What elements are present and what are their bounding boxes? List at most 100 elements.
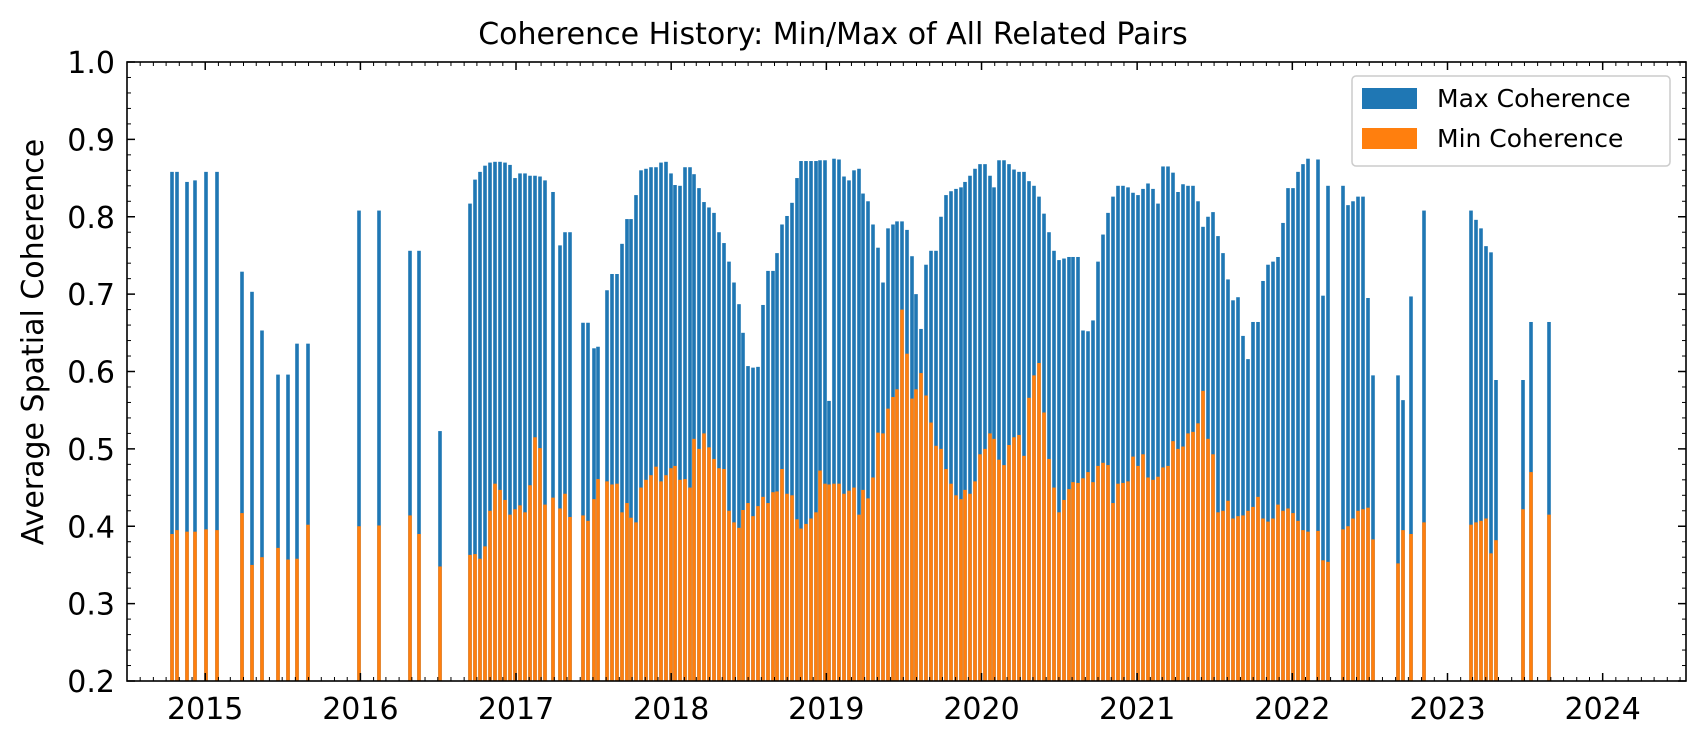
min-coherence-bar bbox=[563, 493, 567, 681]
min-coherence-bar bbox=[712, 458, 716, 681]
min-coherence-bar bbox=[1076, 482, 1080, 681]
max-coherence-bar bbox=[634, 195, 638, 681]
max-coherence-bar bbox=[260, 330, 264, 681]
min-coherence-bar bbox=[988, 433, 992, 681]
min-coherence-bar bbox=[717, 468, 721, 681]
x-tick-label: 2016 bbox=[322, 692, 398, 727]
min-coherence-bar bbox=[620, 512, 624, 681]
min-coherence-bar bbox=[558, 508, 562, 681]
min-coherence-bar bbox=[649, 475, 653, 681]
max-coherence-bar bbox=[968, 175, 972, 682]
max-coherence-bar bbox=[1166, 166, 1170, 681]
min-coherence-bar bbox=[1474, 522, 1478, 681]
max-coherence-bar bbox=[1286, 188, 1290, 681]
min-coherence-bar bbox=[1469, 524, 1473, 681]
max-coherence-bar bbox=[1261, 280, 1265, 681]
min-coherence-bar bbox=[997, 459, 1001, 681]
min-coherence-bar bbox=[513, 509, 517, 681]
max-coherence-bar bbox=[478, 171, 482, 681]
max-coherence-bar bbox=[761, 304, 765, 681]
y-axis-label: Average Spatial Coherence bbox=[16, 139, 51, 545]
max-coherence-bar bbox=[408, 250, 412, 682]
max-coherence-bar bbox=[215, 171, 219, 681]
max-coherence-bar bbox=[1479, 228, 1483, 682]
max-coherence-bar bbox=[939, 216, 943, 681]
min-coherence-bar bbox=[503, 499, 507, 681]
max-coherence-bar bbox=[1474, 219, 1478, 681]
legend-label-min: Min Coherence bbox=[1437, 124, 1623, 153]
max-coherence-bar bbox=[697, 188, 701, 681]
min-coherence-bar bbox=[1086, 472, 1090, 681]
max-coherence-bar bbox=[1366, 297, 1370, 681]
min-coherence-bar bbox=[775, 491, 779, 681]
max-coherence-bar bbox=[528, 175, 532, 682]
max-coherence-bar bbox=[717, 232, 721, 681]
max-coherence-bar bbox=[417, 250, 421, 682]
max-coherence-bar bbox=[175, 171, 179, 681]
max-coherence-bar bbox=[973, 168, 977, 681]
min-coherence-bar bbox=[1042, 412, 1046, 681]
min-coherence-bar bbox=[861, 489, 865, 681]
min-coherence-bar bbox=[473, 554, 477, 681]
y-tick-label: 0.8 bbox=[67, 201, 115, 236]
min-coherence-bar bbox=[1017, 434, 1021, 681]
max-coherence-bar bbox=[1351, 201, 1355, 681]
min-coherence-bar bbox=[417, 533, 421, 681]
min-coherence-bar bbox=[240, 513, 244, 681]
max-coherence-bar bbox=[503, 162, 507, 682]
min-coherence-bar bbox=[493, 483, 497, 681]
max-coherence-bar bbox=[775, 253, 779, 681]
max-coherence-bar bbox=[1469, 210, 1473, 681]
min-coherence-bar bbox=[1276, 504, 1280, 681]
min-coherence-bar bbox=[978, 454, 982, 681]
min-coherence-bar bbox=[771, 492, 775, 681]
max-coherence-bar bbox=[1371, 375, 1375, 681]
min-coherence-bar bbox=[756, 506, 760, 681]
max-coherence-bar bbox=[780, 224, 784, 682]
max-coherence-bar bbox=[1161, 166, 1165, 681]
min-coherence-bar bbox=[1291, 513, 1295, 681]
min-coherence-bar bbox=[809, 518, 813, 681]
min-coherence-bar bbox=[644, 479, 648, 681]
max-coherence-bar bbox=[1251, 321, 1255, 681]
max-coherence-bar bbox=[688, 167, 692, 682]
min-coherence-bar bbox=[581, 515, 585, 681]
min-coherence-bar bbox=[1489, 553, 1493, 681]
min-coherence-bar bbox=[1231, 518, 1235, 681]
max-coherence-bar bbox=[1146, 183, 1150, 682]
max-coherence-bar bbox=[1316, 159, 1320, 682]
min-coherence-bar bbox=[1256, 496, 1260, 681]
max-coherence-bar bbox=[1062, 258, 1066, 681]
min-coherence-bar bbox=[746, 503, 750, 681]
min-coherence-bar bbox=[1221, 510, 1225, 681]
min-coherence-bar bbox=[508, 514, 512, 681]
y-tick-label: 0.6 bbox=[67, 356, 115, 391]
min-coherence-bar bbox=[818, 470, 822, 681]
min-coherence-bar bbox=[949, 483, 953, 681]
max-coherence-bar bbox=[799, 161, 803, 682]
max-coherence-bar bbox=[852, 170, 856, 681]
min-coherence-bar bbox=[1007, 445, 1011, 681]
min-coherence-bar bbox=[1057, 512, 1061, 681]
max-coherence-bar bbox=[673, 185, 677, 681]
max-coherence-bar bbox=[1111, 196, 1115, 681]
max-coherence-bar bbox=[1131, 192, 1135, 681]
max-coherence-bar bbox=[1007, 164, 1011, 681]
max-coherence-bar bbox=[1361, 196, 1365, 681]
min-coherence-bar bbox=[963, 489, 967, 681]
max-coherence-bar bbox=[978, 164, 982, 681]
min-coherence-bar bbox=[944, 468, 948, 681]
min-coherence-bar bbox=[488, 510, 492, 681]
y-tick-label: 1.0 bbox=[67, 46, 115, 81]
min-coherence-bar bbox=[673, 465, 677, 681]
max-coherence-bar bbox=[997, 160, 1001, 681]
min-coherence-bar bbox=[1141, 454, 1145, 681]
max-coherence-bar bbox=[1422, 210, 1426, 681]
min-coherence-bar bbox=[1166, 465, 1170, 681]
max-coherence-bar bbox=[629, 219, 633, 681]
min-coherence-bar bbox=[702, 433, 706, 681]
max-coherence-bar bbox=[649, 167, 653, 682]
min-coherence-bar bbox=[1494, 540, 1498, 681]
min-coherence-bar bbox=[1047, 458, 1051, 681]
max-coherence-bar bbox=[871, 224, 875, 682]
